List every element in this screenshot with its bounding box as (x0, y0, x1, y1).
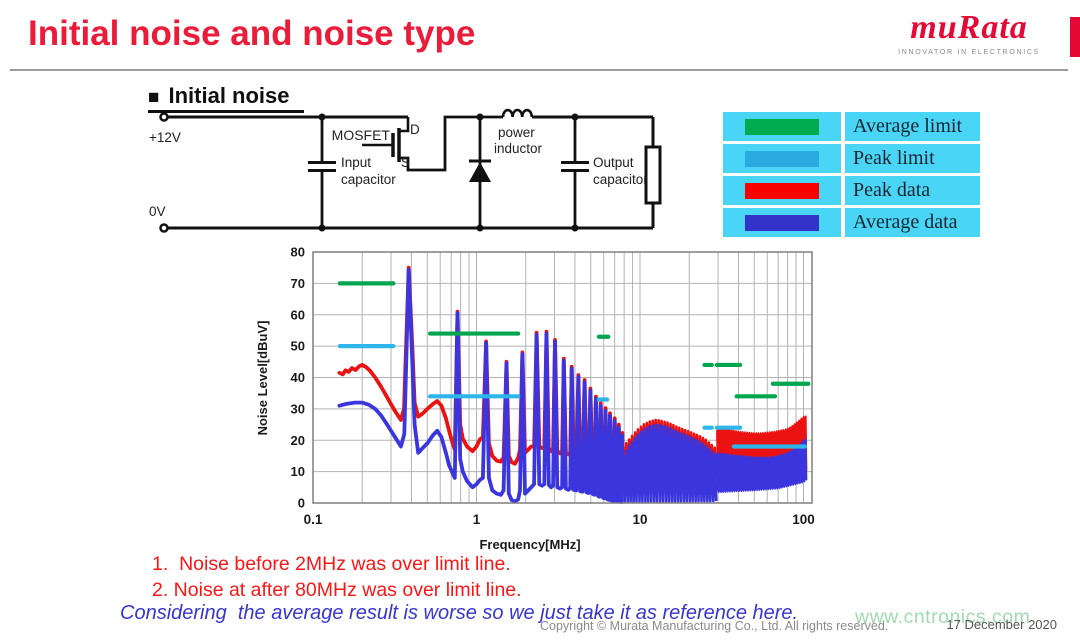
label-output-cap-1: Output (593, 155, 634, 170)
label-0v: 0V (149, 204, 166, 219)
terminal-plus-icon (159, 112, 169, 122)
section-heading-label: Initial noise (168, 83, 290, 108)
average-limit-swatch-icon (745, 118, 819, 135)
legend-row-average-limit: Average limit (723, 112, 980, 141)
label-output-cap-2: capacitor (593, 172, 648, 187)
load-resistor-icon (644, 145, 662, 205)
label-inductor-1: power (498, 125, 535, 140)
terminal-gnd-icon (159, 223, 169, 233)
svg-text:30: 30 (291, 401, 305, 416)
x-axis-title: Frequency[MHz] (479, 537, 580, 552)
legend-label-peak-data: Peak data (845, 176, 980, 205)
label-source: S (401, 155, 410, 170)
label-drain: D (410, 122, 420, 137)
average-data-swatch-icon (745, 214, 819, 231)
svg-text:1: 1 (473, 512, 481, 527)
svg-text:0.1: 0.1 (304, 512, 323, 527)
output-cap-plates (561, 161, 589, 172)
legend-label-peak-limit: Peak limit (845, 144, 980, 173)
date-text: 17 December 2020 (946, 617, 1057, 632)
murata-brand-text: muRata (910, 9, 1028, 46)
label-input-cap-2: capacitor (341, 172, 396, 187)
label-12v: +12V (149, 130, 181, 145)
note-1: 1. Noise before 2MHz was over limit line… (152, 553, 511, 575)
peak-data-swatch-icon (745, 182, 819, 199)
svg-text:50: 50 (291, 339, 305, 354)
square-bullet-icon: ■ (148, 87, 160, 108)
legend-label-average-limit: Average limit (845, 112, 980, 141)
watermark-text: www.cntronics.com (855, 606, 1031, 628)
legend-label-average-data: Average data (845, 208, 980, 237)
inductor-coil-icon (501, 108, 534, 118)
svg-text:20: 20 (291, 433, 305, 448)
svg-text:70: 70 (291, 276, 305, 291)
page-title: Initial noise and noise type (28, 14, 476, 53)
murata-tagline: INNOVATOR IN ELECTRONICS (898, 48, 1040, 56)
legend-row-peak-limit: Peak limit (723, 144, 980, 173)
noise-chart: 0 10 20 30 40 50 60 70 80 0.1 1 10 100 Noise Level[dB… (255, 245, 815, 553)
svg-text:80: 80 (291, 245, 305, 260)
section-heading: ■ Initial noise (148, 83, 304, 113)
diode-icon (469, 162, 491, 182)
legend-row-peak-data: Peak data (723, 176, 980, 205)
limit-lines (337, 281, 811, 449)
circuit-diagram: +12V 0V MOSFET D S power inductor Input … (149, 108, 662, 233)
y-axis-title: Noise Level[dBuV] (255, 321, 270, 436)
copyright-text: Copyright © Murata Manufacturing Co., Lt… (540, 619, 889, 633)
label-input-cap-1: Input (341, 155, 371, 170)
murata-logo: muRata INNOVATOR IN ELECTRONICS (898, 10, 1040, 56)
note-2: 2. Noise at after 80MHz was over limit l… (152, 579, 522, 601)
svg-text:0: 0 (298, 496, 305, 511)
title-divider (10, 69, 1068, 71)
svg-text:10: 10 (632, 512, 647, 527)
svg-text:40: 40 (291, 370, 305, 385)
conclusion-text: Considering the average result is worse … (120, 602, 799, 624)
label-mosfet: MOSFET (332, 127, 391, 143)
chart-legend: Average limit Peak limit Peak data Avera… (723, 112, 980, 240)
y-axis-labels: 0 10 20 30 40 50 60 70 80 (291, 245, 305, 511)
plot-border (312, 251, 813, 504)
legend-row-average-data: Average data (723, 208, 980, 237)
input-cap-plates (308, 161, 336, 172)
svg-text:100: 100 (792, 512, 815, 527)
x-axis-labels: 0.1 1 10 100 (304, 512, 815, 527)
svg-text:10: 10 (291, 464, 305, 479)
peak-limit-swatch-icon (745, 150, 819, 167)
label-inductor-2: inductor (494, 141, 543, 156)
source-wire (399, 115, 503, 172)
average-data-curve (337, 267, 808, 505)
svg-text:60: 60 (291, 307, 305, 322)
slide-corner-tab (1070, 17, 1080, 57)
